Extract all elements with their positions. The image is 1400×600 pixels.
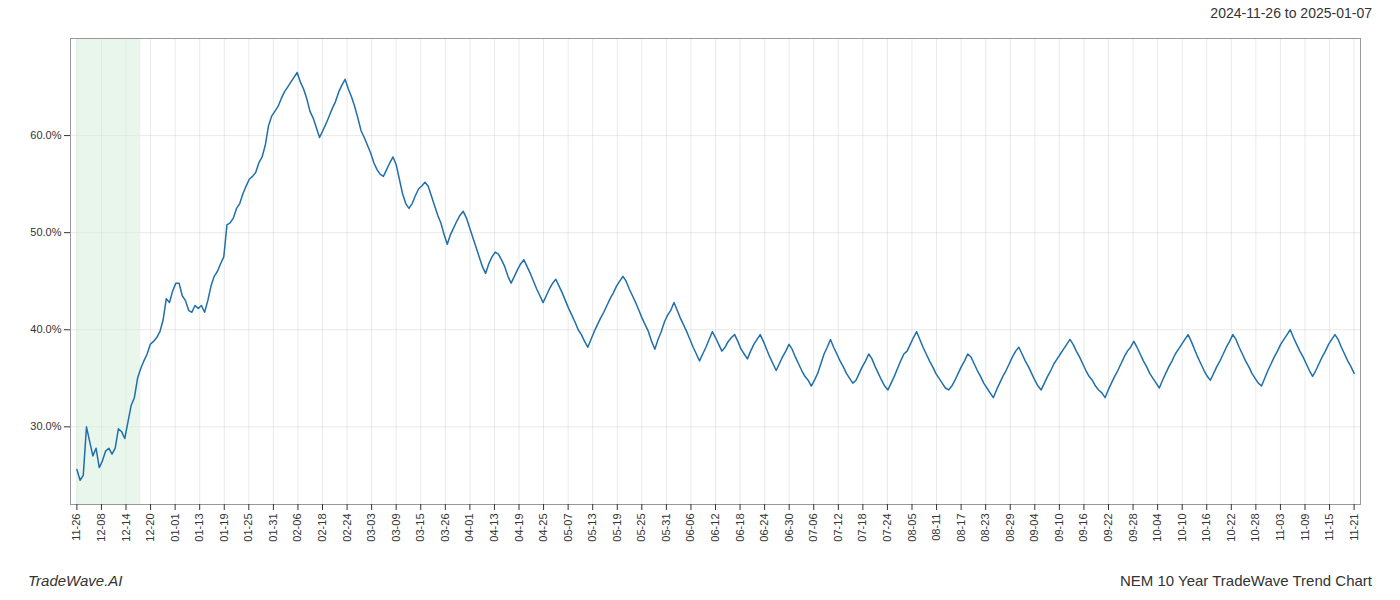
svg-text:01-19: 01-19 — [218, 514, 230, 542]
svg-text:10-10: 10-10 — [1176, 514, 1188, 542]
svg-text:07-06: 07-06 — [807, 514, 819, 542]
svg-text:07-24: 07-24 — [881, 514, 893, 542]
svg-text:03-15: 03-15 — [414, 514, 426, 542]
svg-text:12-20: 12-20 — [144, 514, 156, 542]
svg-text:04-01: 04-01 — [463, 514, 475, 542]
svg-text:06-30: 06-30 — [783, 514, 795, 542]
svg-text:06-12: 06-12 — [709, 514, 721, 542]
svg-text:03-26: 03-26 — [439, 514, 451, 542]
svg-text:03-09: 03-09 — [390, 514, 402, 542]
svg-text:06-06: 06-06 — [684, 514, 696, 542]
svg-text:05-25: 05-25 — [635, 514, 647, 542]
svg-text:09-10: 09-10 — [1053, 514, 1065, 542]
svg-text:01-13: 01-13 — [193, 514, 205, 542]
svg-text:40.0%: 40.0% — [30, 323, 61, 335]
svg-text:10-28: 10-28 — [1249, 514, 1261, 542]
svg-text:11-09: 11-09 — [1299, 514, 1311, 541]
svg-text:05-19: 05-19 — [611, 514, 623, 542]
svg-text:10-22: 10-22 — [1225, 514, 1237, 542]
svg-text:60.0%: 60.0% — [30, 129, 61, 141]
svg-text:12-14: 12-14 — [120, 514, 132, 542]
svg-text:06-24: 06-24 — [758, 514, 770, 542]
svg-text:12-08: 12-08 — [95, 514, 107, 542]
svg-text:09-16: 09-16 — [1077, 514, 1089, 542]
svg-text:09-04: 09-04 — [1028, 514, 1040, 542]
svg-text:06-18: 06-18 — [734, 514, 746, 542]
svg-text:01-31: 01-31 — [267, 514, 279, 542]
svg-text:04-19: 04-19 — [513, 514, 525, 542]
svg-text:11-03: 11-03 — [1274, 514, 1286, 541]
svg-text:05-13: 05-13 — [586, 514, 598, 542]
svg-text:07-18: 07-18 — [856, 514, 868, 542]
html-text:NEM 10 Year TradeWave Trend Ch: NEM 10 Year TradeWave Trend Chart — [1119, 571, 1372, 589]
svg-text:11-26: 11-26 — [70, 514, 82, 541]
svg-text:08-11: 08-11 — [930, 514, 942, 541]
svg-text:08-23: 08-23 — [979, 514, 991, 542]
svg-text:04-25: 04-25 — [537, 514, 549, 542]
svg-text:04-13: 04-13 — [488, 514, 500, 542]
html-text:2024-11-26 to 2025-01-07: 2024-11-26 to 2025-01-07 — [1210, 5, 1372, 21]
svg-text:08-29: 08-29 — [1004, 514, 1016, 542]
svg-text:03-03: 03-03 — [365, 514, 377, 542]
svg-text:02-24: 02-24 — [341, 514, 353, 542]
svg-text:05-31: 05-31 — [660, 514, 672, 542]
svg-text:11-15: 11-15 — [1323, 514, 1335, 541]
svg-text:08-05: 08-05 — [906, 514, 918, 542]
svg-text:10-04: 10-04 — [1151, 514, 1163, 542]
svg-text:11-21: 11-21 — [1348, 514, 1360, 541]
svg-text:02-06: 02-06 — [291, 514, 303, 542]
svg-text:10-16: 10-16 — [1200, 514, 1212, 542]
svg-text:05-07: 05-07 — [562, 514, 574, 542]
svg-text:01-01: 01-01 — [169, 514, 181, 542]
svg-text:08-17: 08-17 — [955, 514, 967, 542]
svg-text:09-22: 09-22 — [1102, 514, 1114, 542]
svg-text:01-25: 01-25 — [242, 514, 254, 542]
svg-text:30.0%: 30.0% — [30, 420, 61, 432]
svg-text:02-18: 02-18 — [316, 514, 328, 542]
html-text:TradeWave.AI: TradeWave.AI — [28, 571, 123, 589]
svg-text:50.0%: 50.0% — [30, 226, 61, 238]
svg-text:07-12: 07-12 — [832, 514, 844, 542]
svg-text:09-28: 09-28 — [1127, 514, 1139, 542]
